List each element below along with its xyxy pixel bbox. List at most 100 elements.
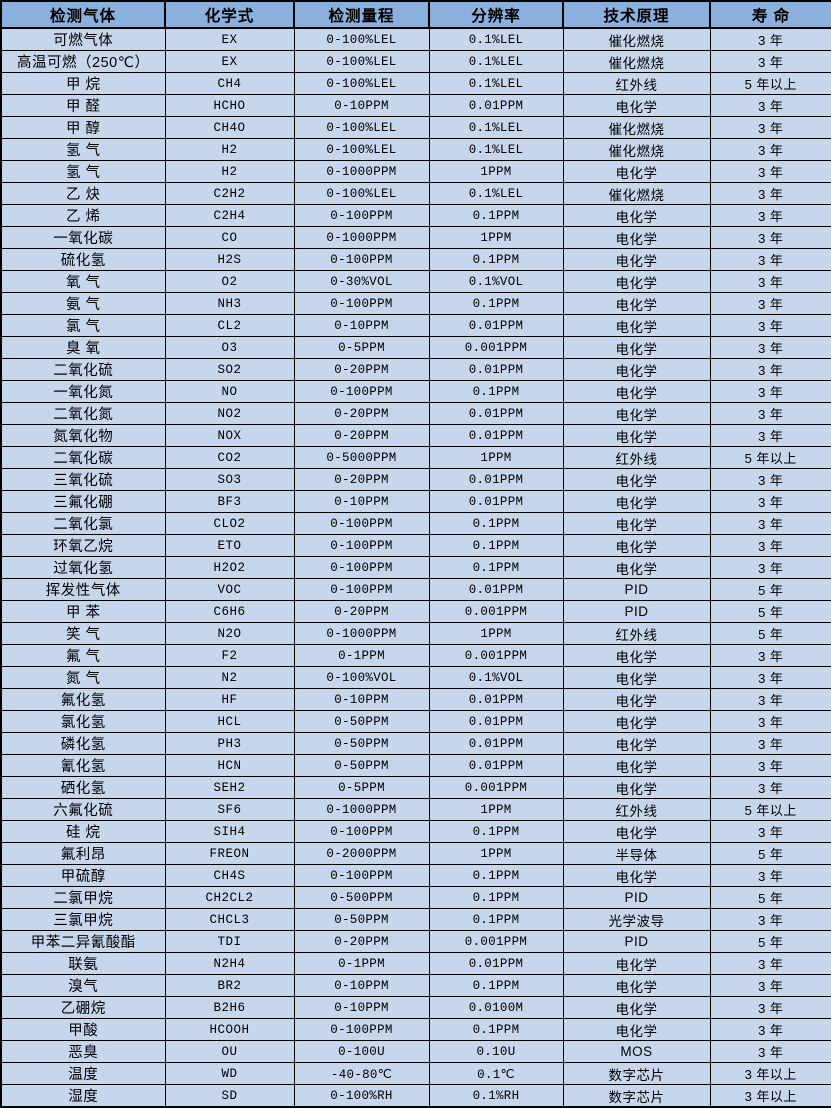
cell-technology: MOS (563, 1040, 711, 1063)
cell-technology: 电化学 (563, 1018, 711, 1041)
cell-technology: 催化燃烧 (563, 182, 711, 205)
cell-technology: 电化学 (563, 644, 711, 667)
cell-resolution: 0.1%LEL (429, 28, 564, 51)
cell-resolution: 0.001PPM (429, 600, 564, 623)
cell-range: 0-500PPM (294, 886, 430, 909)
cell-technology: 电化学 (563, 292, 711, 315)
cell-range: 0-20PPM (294, 930, 430, 953)
cell-range: 0-5PPM (294, 776, 430, 799)
cell-technology: 电化学 (563, 160, 711, 183)
cell-formula: C6H6 (165, 600, 295, 623)
cell-range: 0-10PPM (294, 688, 430, 711)
cell-technology: 电化学 (563, 468, 711, 491)
cell-technology: 电化学 (563, 512, 711, 535)
cell-resolution: 0.01PPM (429, 490, 564, 513)
cell-resolution: 1PPM (429, 842, 564, 865)
cell-resolution: 1PPM (429, 622, 564, 645)
cell-resolution: 0.01PPM (429, 94, 564, 117)
cell-range: 0-2000PPM (294, 842, 430, 865)
cell-technology: 电化学 (563, 226, 711, 249)
cell-lifetime: 3 年 (710, 468, 831, 491)
cell-resolution: 0.1PPM (429, 864, 564, 887)
table-row: 氮 气 N2 0-100%VOL 0.1%VOL 电化学 3 年 (0, 666, 831, 689)
cell-resolution: 0.001PPM (429, 336, 564, 359)
cell-technology: 电化学 (563, 380, 711, 403)
table-row: 乙 烯 C2H4 0-100PPM 0.1PPM 电化学 3 年 (0, 204, 831, 227)
cell-formula: N2H4 (165, 952, 295, 975)
table-row: 挥发性气体 VOC 0-100PPM 0.01PPM PID 5 年 (0, 578, 831, 601)
cell-resolution: 0.1%LEL (429, 72, 564, 95)
cell-formula: BR2 (165, 974, 295, 997)
cell-formula: NH3 (165, 292, 295, 315)
cell-formula: HF (165, 688, 295, 711)
table-row: 硒化氢 SEH2 0-5PPM 0.001PPM 电化学 3 年 (0, 776, 831, 799)
table-row: 环氧乙烷 ETO 0-100PPM 0.1PPM 电化学 3 年 (0, 534, 831, 557)
cell-range: 0-1PPM (294, 952, 430, 975)
cell-technology: 电化学 (563, 666, 711, 689)
cell-gas: 臭 氧 (0, 336, 166, 359)
column-header-formula: 化学式 (165, 0, 295, 29)
cell-lifetime: 3 年以上 (710, 1062, 831, 1085)
cell-lifetime: 3 年 (710, 908, 831, 931)
cell-lifetime: 3 年 (710, 314, 831, 337)
column-header-lifetime: 寿 命 (710, 0, 831, 29)
cell-gas: 硒化氢 (0, 776, 166, 799)
cell-gas: 氟利昂 (0, 842, 166, 865)
cell-lifetime: 3 年 (710, 226, 831, 249)
cell-gas: 三氧化硫 (0, 468, 166, 491)
table-row: 硫化氢 H2S 0-100PPM 0.1PPM 电化学 3 年 (0, 248, 831, 271)
cell-technology: 红外线 (563, 622, 711, 645)
column-header-resolution: 分辨率 (429, 0, 564, 29)
cell-resolution: 0.01PPM (429, 754, 564, 777)
cell-gas: 环氧乙烷 (0, 534, 166, 557)
cell-formula: SO3 (165, 468, 295, 491)
cell-gas: 可燃气体 (0, 28, 166, 51)
cell-technology: 红外线 (563, 798, 711, 821)
cell-range: 0-100PPM (294, 248, 430, 271)
cell-range: 0-100PPM (294, 292, 430, 315)
cell-technology: 电化学 (563, 248, 711, 271)
cell-formula: CH4 (165, 72, 295, 95)
cell-lifetime: 3 年 (710, 116, 831, 139)
cell-range: 0-100%LEL (294, 50, 430, 73)
cell-gas: 氟化氢 (0, 688, 166, 711)
cell-lifetime: 3 年以上 (710, 1084, 831, 1108)
table-row: 甲 醛 HCHO 0-10PPM 0.01PPM 电化学 3 年 (0, 94, 831, 117)
cell-formula: B2H6 (165, 996, 295, 1019)
cell-range: 0-100PPM (294, 380, 430, 403)
cell-lifetime: 3 年 (710, 952, 831, 975)
cell-technology: PID (563, 578, 711, 601)
cell-gas: 一氧化碳 (0, 226, 166, 249)
cell-gas: 乙硼烷 (0, 996, 166, 1019)
cell-technology: 电化学 (563, 336, 711, 359)
cell-range: 0-10PPM (294, 996, 430, 1019)
cell-lifetime: 3 年 (710, 776, 831, 799)
cell-range: 0-30%VOL (294, 270, 430, 293)
table-row: 氟利昂 FREON 0-2000PPM 1PPM 半导体 5 年 (0, 842, 831, 865)
cell-lifetime: 3 年 (710, 28, 831, 51)
cell-lifetime: 5 年 (710, 578, 831, 601)
cell-range: 0-50PPM (294, 908, 430, 931)
cell-gas: 氮 气 (0, 666, 166, 689)
cell-gas: 氰化氢 (0, 754, 166, 777)
cell-resolution: 0.001PPM (429, 930, 564, 953)
cell-resolution: 0.1%RH (429, 1084, 564, 1108)
cell-range: 0-1000PPM (294, 226, 430, 249)
table-row: 过氧化氢 H2O2 0-100PPM 0.1PPM 电化学 3 年 (0, 556, 831, 579)
cell-technology: 光学波导 (563, 908, 711, 931)
cell-range: 0-5000PPM (294, 446, 430, 469)
cell-gas: 氢 气 (0, 138, 166, 161)
cell-formula: FREON (165, 842, 295, 865)
cell-technology: 红外线 (563, 72, 711, 95)
cell-lifetime: 5 年以上 (710, 798, 831, 821)
cell-formula: CO (165, 226, 295, 249)
table-row: 甲酸 HCOOH 0-100PPM 0.1PPM 电化学 3 年 (0, 1018, 831, 1041)
cell-resolution: 0.0100M (429, 996, 564, 1019)
table-row: 乙硼烷 B2H6 0-10PPM 0.0100M 电化学 3 年 (0, 996, 831, 1019)
cell-gas: 三氟化硼 (0, 490, 166, 513)
cell-range: 0-50PPM (294, 710, 430, 733)
cell-lifetime: 3 年 (710, 864, 831, 887)
cell-technology: 电化学 (563, 534, 711, 557)
table-row: 硅 烷 SIH4 0-100PPM 0.1PPM 电化学 3 年 (0, 820, 831, 843)
cell-range: 0-10PPM (294, 314, 430, 337)
